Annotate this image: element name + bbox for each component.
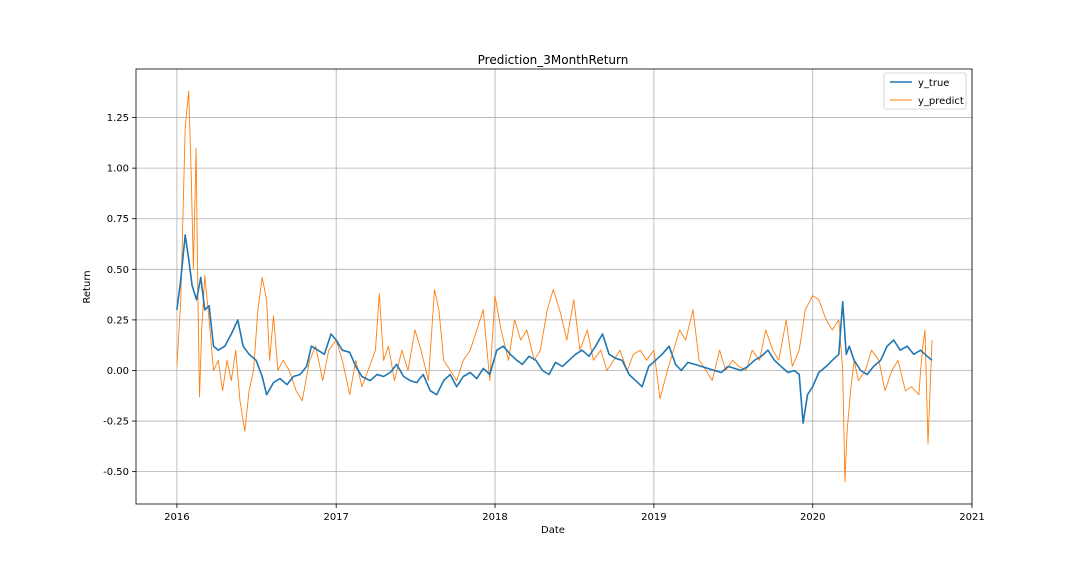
y-tick-label: 1.25 [107, 113, 129, 124]
legend: y_true y_predict [883, 72, 967, 110]
series-line-y-predict [176, 90, 933, 483]
x-tick-label: 2021 [959, 512, 984, 523]
y-tick-label: -0.25 [103, 417, 129, 428]
y-tick-label: -0.50 [103, 467, 129, 478]
legend-label-y-true: y_true [918, 78, 949, 89]
grid [136, 69, 973, 504]
x-tick-label: 2016 [164, 512, 189, 523]
chart-title: Prediction_3MonthReturn [478, 53, 629, 67]
plot-frame [135, 68, 973, 505]
y-tick-label: 0.00 [107, 366, 129, 377]
x-tick-label: 2019 [641, 512, 666, 523]
y-tick-label: 0.75 [107, 214, 129, 225]
x-axis: 2016 2017 2018 2019 2020 2021 [164, 504, 985, 523]
x-tick-label: 2018 [482, 512, 507, 523]
y-tick-label: 1.00 [107, 164, 129, 175]
x-tick-label: 2017 [323, 512, 348, 523]
y-tick-label: 0.25 [107, 315, 129, 326]
x-axis-title: Date [541, 525, 565, 536]
y-axis-title: Return [82, 270, 93, 303]
y-axis: -0.50 -0.25 0.00 0.25 0.50 0.75 1.00 1.25 [103, 113, 136, 478]
x-tick-label: 2020 [800, 512, 825, 523]
legend-label-y-predict: y_predict [918, 96, 964, 107]
y-tick-label: 0.50 [107, 265, 129, 276]
series-line-y-true [176, 234, 933, 424]
series-layer [176, 90, 933, 483]
